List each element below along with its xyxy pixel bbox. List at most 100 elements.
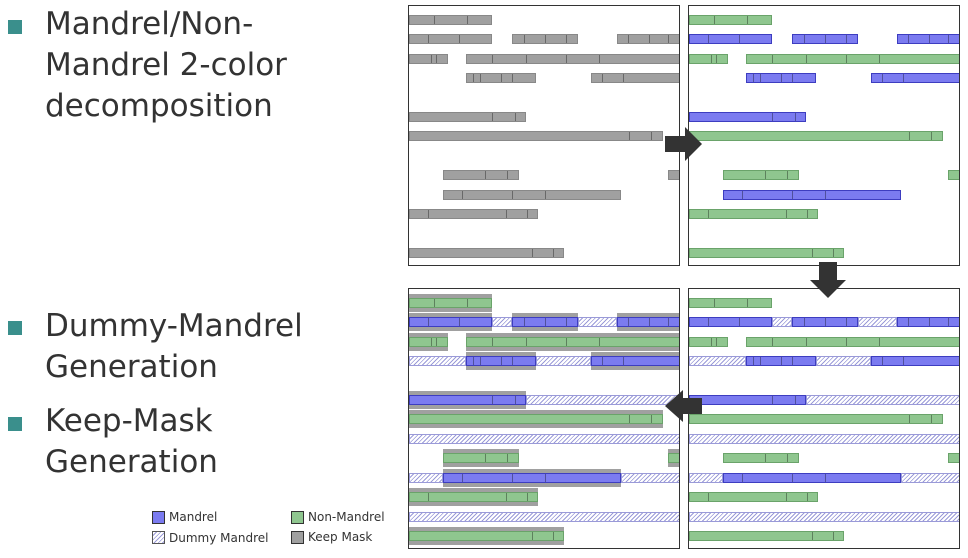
segment-divider <box>506 493 507 501</box>
segment-divider <box>462 474 463 482</box>
layout-shape <box>443 170 519 180</box>
segment-divider <box>765 171 766 179</box>
segment-divider <box>833 532 834 540</box>
segment-divider <box>903 74 904 82</box>
non-mandrel-shape <box>689 414 943 424</box>
non-mandrel-shape <box>746 337 959 347</box>
arrow-down-icon <box>810 262 846 298</box>
segment-divider <box>512 74 513 82</box>
mandrel-shape <box>512 317 578 327</box>
segment-divider <box>553 532 554 540</box>
segment-divider <box>825 318 826 326</box>
mandrel-shape <box>792 34 858 44</box>
mandrel-shape <box>689 395 806 405</box>
bullet-icon <box>8 417 22 431</box>
layout-shape <box>409 34 492 44</box>
segment-divider <box>480 74 481 82</box>
dummy-mandrel-shape <box>492 317 512 327</box>
layout-shape <box>409 54 448 64</box>
segment-divider <box>512 357 513 365</box>
arrow-left-icon <box>665 390 702 422</box>
text-line: Dummy-Mandrel <box>45 308 303 344</box>
segment-divider <box>792 474 793 482</box>
segment-divider <box>436 55 437 63</box>
segment-divider <box>473 74 474 82</box>
segment-divider <box>742 191 743 199</box>
non-mandrel-shape <box>689 131 943 141</box>
segment-divider <box>515 396 516 404</box>
layout-shape <box>443 190 621 200</box>
segment-divider <box>807 210 808 218</box>
non-mandrel-shape <box>689 492 818 502</box>
dummy-mandrel-shape <box>689 473 723 483</box>
segment-divider <box>545 35 546 43</box>
segment-divider <box>473 357 474 365</box>
segment-divider <box>524 35 525 43</box>
text-line: Mandrel/Non- <box>45 6 254 42</box>
segment-divider <box>545 474 546 482</box>
non-mandrel-shape <box>668 453 679 463</box>
segment-divider <box>431 55 432 63</box>
segment-divider <box>708 493 709 501</box>
legend-swatch-keep-mask <box>291 531 304 544</box>
segment-divider <box>545 191 546 199</box>
dummy-mandrel-shape <box>772 317 792 327</box>
non-mandrel-shape <box>409 492 538 502</box>
segment-divider <box>566 35 567 43</box>
mandrel-shape <box>617 317 679 327</box>
segment-divider <box>908 35 909 43</box>
layout-shape <box>668 170 679 180</box>
non-mandrel-shape <box>409 531 564 541</box>
segment-divider <box>599 55 600 63</box>
dummy-mandrel-shape <box>806 395 959 405</box>
layout-shape <box>409 209 538 219</box>
segment-divider <box>787 454 788 462</box>
bullet-text-keep-mask: Keep-Mask Generation <box>45 401 218 483</box>
dummy-mandrel-shape <box>578 317 617 327</box>
segment-divider <box>747 299 748 307</box>
non-mandrel-shape <box>723 453 799 463</box>
non-mandrel-shape <box>689 15 772 25</box>
segment-divider <box>804 318 805 326</box>
segment-divider <box>485 171 486 179</box>
segment-divider <box>651 415 652 423</box>
dummy-mandrel-shape <box>689 512 959 522</box>
segment-divider <box>792 357 793 365</box>
layout-shape <box>466 73 536 83</box>
segment-divider <box>795 396 796 404</box>
legend-label-keep-mask: Keep Mask <box>308 530 373 544</box>
text-line: Mandrel 2-color <box>45 47 287 83</box>
panel-keep-mask-generation <box>408 288 680 549</box>
layout-shape <box>409 248 564 258</box>
segment-divider <box>742 474 743 482</box>
segment-divider <box>909 415 910 423</box>
segment-divider <box>846 55 847 63</box>
mandrel-shape <box>689 34 772 44</box>
dummy-mandrel-shape <box>409 434 679 444</box>
legend-swatch-dummy-mandrel <box>152 531 165 544</box>
segment-divider <box>527 210 528 218</box>
segment-divider <box>807 493 808 501</box>
segment-divider <box>833 249 834 257</box>
non-mandrel-shape <box>443 453 519 463</box>
non-mandrel-shape <box>689 209 818 219</box>
mandrel-shape <box>689 112 806 122</box>
panel-original-layout <box>408 5 680 266</box>
segment-divider <box>623 74 624 82</box>
segment-divider <box>711 338 712 346</box>
segment-divider <box>786 210 787 218</box>
segment-divider <box>480 357 481 365</box>
segment-divider <box>459 318 460 326</box>
segment-divider <box>459 35 460 43</box>
segment-divider <box>628 318 629 326</box>
non-mandrel-shape <box>723 170 799 180</box>
segment-divider <box>772 396 773 404</box>
segment-divider <box>492 55 493 63</box>
segment-divider <box>434 299 435 307</box>
segment-divider <box>507 171 508 179</box>
segment-divider <box>931 132 932 140</box>
segment-divider <box>532 532 533 540</box>
segment-divider <box>804 35 805 43</box>
segment-divider <box>792 74 793 82</box>
segment-divider <box>512 191 513 199</box>
